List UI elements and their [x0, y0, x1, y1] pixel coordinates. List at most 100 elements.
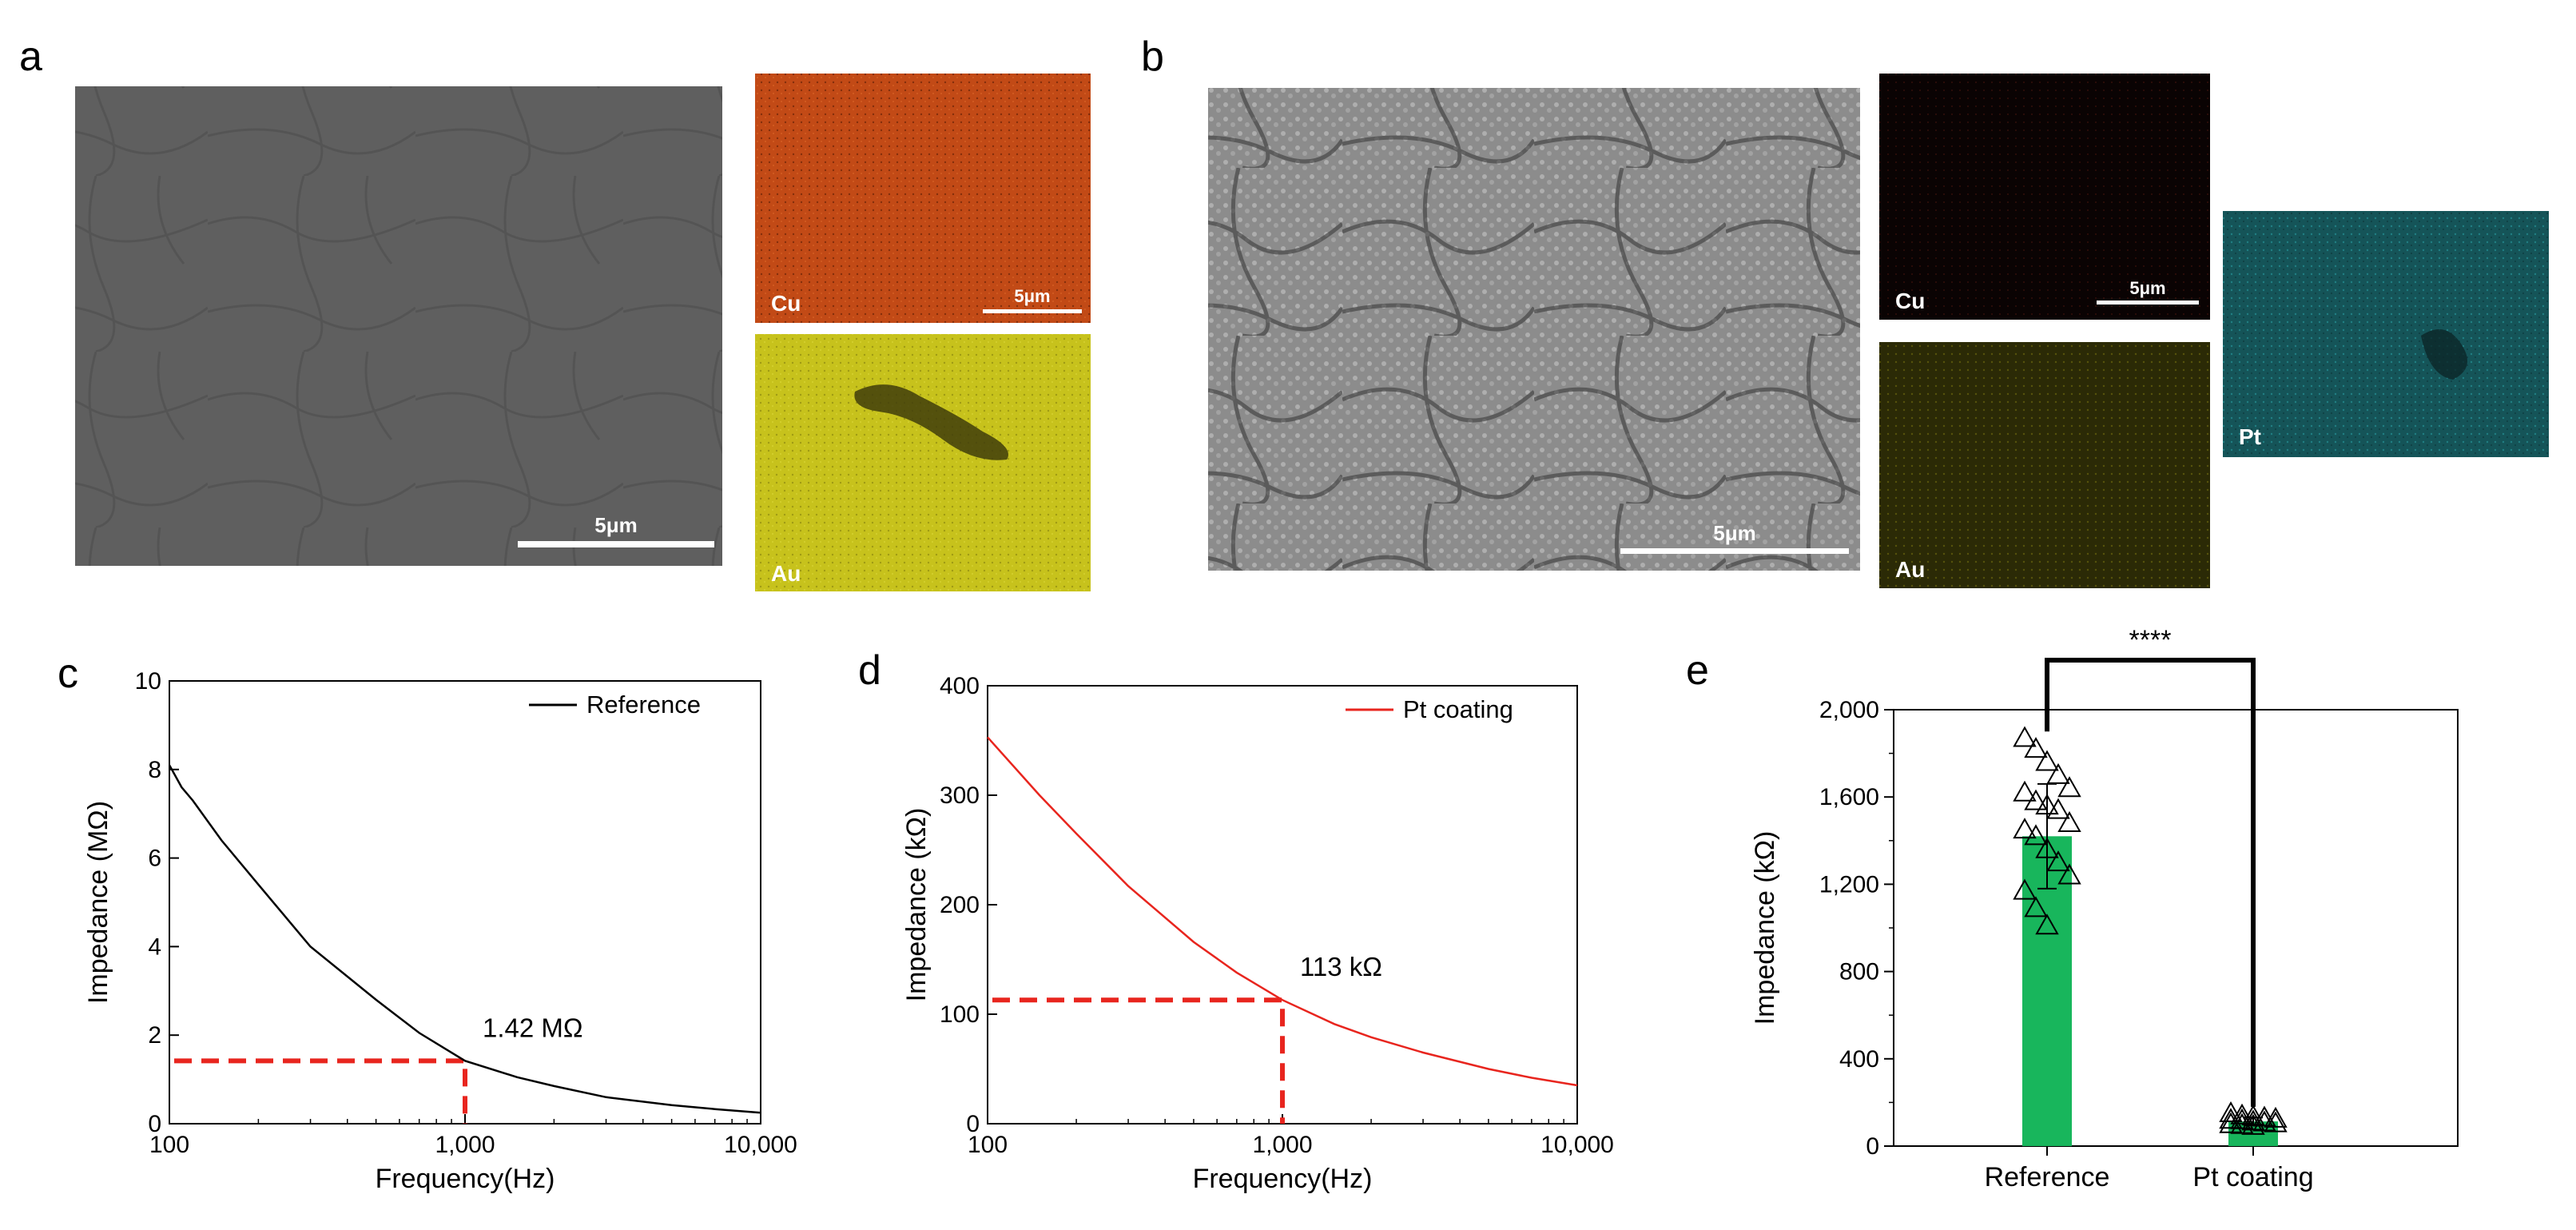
data-point [2046, 762, 2070, 784]
cu-scalebar-a [983, 309, 1082, 313]
panel-label-b: b [1141, 34, 1164, 80]
significance-bracket [2045, 658, 2256, 1107]
data-point [2219, 1112, 2243, 1133]
x-tick-label: 10,000 [724, 1132, 797, 1158]
data-point [2035, 750, 2059, 771]
cu-scalebar-b-label: 5μm [2129, 278, 2165, 298]
sem-image-b-grains [1208, 88, 1860, 571]
pt-map-b-void [2421, 329, 2467, 380]
y-tick-label: 400 [1839, 1046, 1879, 1073]
series-line [987, 736, 1578, 1087]
annotation-label: 113 kΩ [1300, 952, 1382, 981]
data-point [2230, 1113, 2254, 1134]
pt-map-b-texture [2223, 211, 2549, 457]
legend-label: Reference [586, 691, 701, 718]
panel-label-a: a [19, 34, 42, 80]
data-point [2241, 1109, 2265, 1131]
y-tick-label: 400 [940, 673, 980, 699]
data-point [2230, 1108, 2254, 1129]
au-map-b-label: Au [1895, 557, 1925, 582]
y-tick-label: 2,000 [1819, 697, 1879, 723]
data-point [2013, 878, 2037, 900]
annotation-guide [174, 1058, 467, 1124]
data-point [2046, 798, 2070, 819]
y-tick-label: 4 [148, 933, 161, 960]
panel-label-c: c [58, 651, 78, 697]
au-map-b-texture [1879, 342, 2210, 588]
data-point [2013, 818, 2037, 839]
data-point [2013, 726, 2037, 747]
x-tick-label: Reference [1985, 1162, 2110, 1192]
panel-label-e: e [1686, 647, 1709, 694]
cu-map-a-label: Cu [771, 291, 801, 316]
panel-a-sem-image: 5μm [75, 86, 722, 566]
data-point [2264, 1106, 2288, 1128]
data-point [2024, 896, 2048, 918]
panel-a-au-map: Au [755, 334, 1091, 591]
chart-c: 0 2 4 6 8 10 100 1,000 10,000 Frequency(Hz) Impeda… [83, 668, 797, 1194]
x-axis-label: Frequency(Hz) [376, 1164, 555, 1194]
y-tick-label: 800 [1839, 959, 1879, 985]
sem-scalebar-a-label: 5μm [594, 513, 638, 537]
sem-image-a-grains [75, 86, 722, 566]
data-point [2057, 810, 2081, 832]
data-point [2013, 780, 2037, 802]
data-point [2252, 1110, 2276, 1132]
panel-b-sem-image: 5μm [1208, 88, 1860, 571]
cu-map-a-texture [755, 74, 1091, 323]
annotation-guide [992, 997, 1285, 1124]
y-tick-label: 2 [148, 1022, 161, 1049]
x-axis-label: Frequency(Hz) [1193, 1164, 1373, 1194]
data-point [2219, 1101, 2243, 1123]
cu-map-b-texture [1879, 74, 2210, 320]
x-tick-label: 10,000 [1540, 1132, 1614, 1158]
y-tick-label: 100 [940, 1001, 980, 1028]
data-point [2241, 1105, 2265, 1126]
y-tick-label: 10 [135, 668, 161, 695]
y-tick-label: 200 [940, 892, 980, 918]
y-tick-label: 1,200 [1819, 871, 1879, 898]
pt-map-b-label: Pt [2239, 424, 2261, 449]
data-point [2024, 737, 2048, 758]
y-tick-label: 0 [1866, 1133, 1879, 1160]
plot-frame [1893, 709, 2459, 1147]
data-point [2035, 794, 2059, 815]
x-tick-label: Pt coating [2192, 1162, 2313, 1192]
y-axis-label: Impedance (MΩ) [83, 801, 113, 1004]
au-map-a-void [854, 384, 1008, 460]
panel-label-d: d [858, 647, 881, 694]
data-point [2024, 824, 2048, 846]
panel-b-au-map: Au [1879, 342, 2210, 588]
sem-scalebar-a [518, 541, 714, 547]
cu-scalebar-a-label: 5μm [1014, 286, 1050, 306]
data-point [2024, 789, 2048, 810]
data-point [2035, 914, 2059, 935]
panel-a-cu-map: Cu 5μm [755, 74, 1091, 323]
data-point [2219, 1108, 2243, 1129]
cu-map-b-label: Cu [1895, 289, 1925, 313]
significance-label: **** [2129, 625, 2172, 655]
y-axis-label: Impedance (kΩ) [901, 808, 932, 1002]
y-axis-label: Impedance (kΩ) [1750, 831, 1780, 1025]
panel-b-pt-map: Pt [2223, 211, 2549, 457]
y-tick-label: 6 [148, 846, 161, 872]
data-point [2035, 837, 2059, 858]
chart-e: 0 400 800 1,200 1,600 2,000 Impedance (kΩ) Refe… [1750, 625, 2459, 1192]
legend-label: Pt coating [1403, 695, 1513, 723]
data-point [2264, 1111, 2288, 1132]
data-point [2057, 776, 2081, 798]
x-tick-label: 1,000 [1252, 1132, 1312, 1158]
y-tick-label: 8 [148, 757, 161, 783]
cu-scalebar-b [2097, 301, 2199, 305]
au-map-a-texture [755, 334, 1091, 591]
series-line [168, 764, 761, 1114]
x-tick-label: 1,000 [435, 1132, 495, 1158]
x-tick-label: 100 [968, 1132, 1008, 1158]
plot-frame [169, 680, 761, 1125]
y-tick-label: 300 [940, 782, 980, 809]
data-point [2046, 850, 2070, 872]
data-point [2252, 1105, 2276, 1127]
plot-frame [987, 685, 1578, 1125]
